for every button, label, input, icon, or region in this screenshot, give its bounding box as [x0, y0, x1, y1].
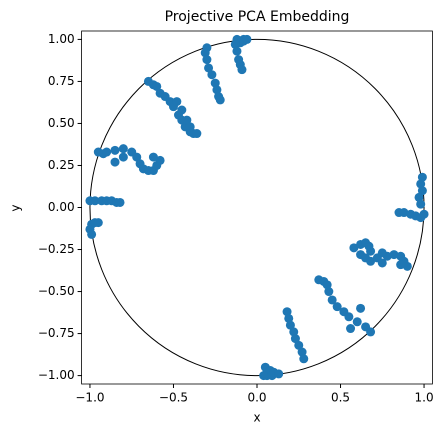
point	[182, 115, 192, 125]
unit-circle	[89, 38, 425, 377]
point	[242, 34, 252, 44]
point	[290, 334, 300, 344]
point	[115, 197, 125, 207]
chart-title: Projective PCA Embedding	[165, 9, 350, 25]
point	[377, 248, 387, 258]
point	[155, 155, 165, 165]
point	[207, 70, 217, 80]
point	[132, 152, 142, 162]
point	[332, 302, 342, 312]
point	[294, 340, 304, 350]
point	[200, 48, 210, 58]
point	[148, 152, 158, 162]
point	[185, 122, 195, 132]
point	[346, 324, 356, 334]
point	[230, 39, 240, 49]
point	[202, 55, 212, 65]
point	[232, 46, 242, 56]
point	[414, 192, 424, 202]
point	[210, 78, 220, 88]
x-tick-label: 0.5	[331, 391, 350, 405]
point	[299, 354, 309, 364]
point	[285, 320, 295, 330]
point	[284, 313, 294, 323]
x-tick-label: 0.0	[247, 391, 266, 405]
point	[177, 105, 187, 115]
point	[102, 147, 112, 157]
y-tick-label: −0.25	[38, 242, 75, 256]
point	[212, 85, 222, 95]
point	[366, 246, 376, 256]
y-tick-label: −1.00	[38, 368, 75, 382]
point	[215, 95, 225, 105]
y-tick-label: 0.75	[48, 74, 75, 88]
point	[172, 97, 182, 107]
point	[417, 186, 427, 196]
point	[349, 243, 359, 253]
y-tick-label: −0.75	[38, 326, 75, 340]
point	[204, 63, 214, 73]
point	[366, 327, 376, 337]
point	[324, 287, 334, 297]
point	[396, 260, 406, 270]
point	[152, 81, 162, 91]
point	[419, 209, 429, 219]
y-tick-label: 0.25	[48, 158, 75, 172]
point	[274, 369, 284, 379]
point	[366, 256, 376, 266]
point	[289, 327, 299, 337]
x-tick-label: 1.0	[415, 391, 434, 405]
point	[417, 172, 427, 182]
point	[192, 129, 202, 139]
point	[297, 347, 307, 357]
point	[356, 303, 366, 313]
point	[110, 145, 120, 155]
y-tick-label: −0.50	[38, 284, 75, 298]
point	[237, 65, 247, 75]
point	[87, 229, 97, 239]
point	[327, 295, 337, 305]
point	[416, 199, 426, 209]
point	[416, 179, 426, 189]
axes-frame	[81, 30, 433, 385]
x-tick-label: −1.0	[75, 391, 104, 405]
y-tick-label: 0.00	[48, 200, 75, 214]
y-tick-label: 0.50	[48, 116, 75, 130]
x-axis-label: x	[253, 411, 260, 425]
point	[90, 196, 100, 206]
point	[344, 312, 354, 322]
point	[118, 152, 128, 162]
point	[93, 218, 103, 228]
point	[282, 307, 292, 317]
point	[118, 144, 128, 154]
point	[352, 317, 362, 327]
x-tick-label: −0.5	[159, 391, 188, 405]
y-axis-label: y	[9, 204, 23, 211]
point	[322, 280, 332, 290]
y-tick-label: 1.00	[48, 32, 75, 46]
point	[110, 157, 120, 167]
point	[259, 371, 269, 381]
point	[377, 258, 387, 268]
